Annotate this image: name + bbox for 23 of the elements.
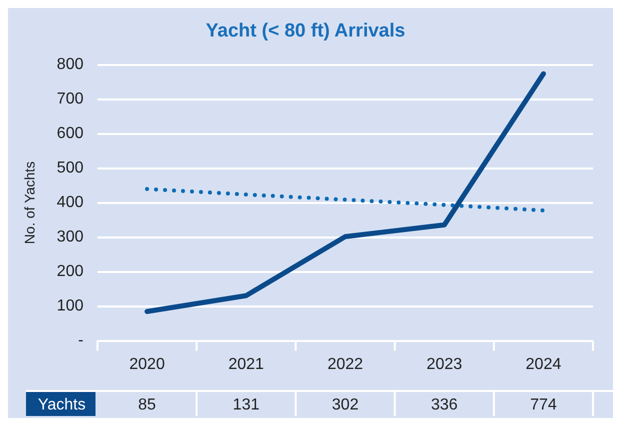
data-label: 336	[430, 396, 458, 414]
x-tick-label: 2022	[327, 356, 364, 373]
x-tick-label: 2023	[426, 356, 462, 373]
x-tick-label: 2021	[228, 356, 264, 373]
data-label: 302	[332, 396, 359, 414]
text: Yachts	[38, 396, 86, 414]
chart-title: Yacht (< 80 ft) Arrivals	[206, 20, 406, 42]
y-tick-label: 100	[56, 298, 84, 315]
data-label: 774	[530, 396, 557, 414]
x-tick-label: 2024	[526, 356, 562, 373]
line-series	[145, 187, 546, 212]
x-tick-label: 2020	[129, 356, 165, 373]
y-tick-label: 300	[56, 228, 84, 246]
y-tick-label: 700	[56, 90, 84, 108]
y-tick-label: 500	[56, 160, 84, 177]
y-tick-label: 200	[56, 263, 84, 280]
y-tick-label: 400	[56, 194, 84, 212]
data-label: 131	[232, 396, 260, 414]
y-tick-label: -	[78, 332, 84, 350]
y-axis-title: No. of Yachts	[21, 161, 38, 244]
y-tick-label: 800	[56, 56, 84, 74]
data-label: 85	[138, 396, 156, 414]
y-tick-label: 600	[56, 125, 84, 142]
